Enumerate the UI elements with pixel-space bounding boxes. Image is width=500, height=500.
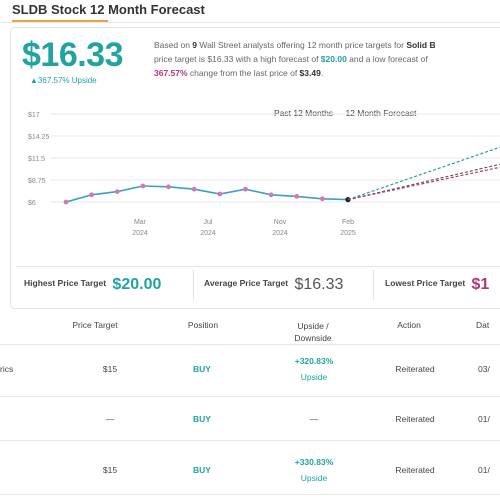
price-point xyxy=(114,189,120,194)
row-target: $15 xyxy=(102,465,118,475)
highest-target-label: Highest Price Target xyxy=(24,278,107,288)
title-rule xyxy=(0,22,500,23)
th-price-target: Price Target xyxy=(72,320,118,330)
y-tick-label: $8.75 xyxy=(28,178,46,185)
row-divider xyxy=(0,396,500,397)
average-target-label: Average Price Target xyxy=(204,278,289,288)
price-point xyxy=(89,192,95,198)
summary-text: . xyxy=(320,68,324,78)
title-underline xyxy=(12,20,108,23)
average-target-value: $16.33 xyxy=(294,276,344,293)
price-point xyxy=(191,186,197,192)
summary-text: Wall Street analysts offering 12 month p… xyxy=(197,40,407,50)
forecast-summary: Based on 9 Wall Street analysts offering… xyxy=(154,38,499,80)
row-action: Reiterated xyxy=(395,364,435,374)
lowest-target-label: Lowest Price Target xyxy=(385,278,466,288)
x-tick-label: Nov xyxy=(274,219,287,226)
y-tick-label: $11.5 xyxy=(28,156,45,163)
summary-text: price target is $16.33 with a high forec… xyxy=(154,54,321,64)
page-title: SLDB Stock 12 Month Forecast xyxy=(12,2,205,17)
row-action: Reiterated xyxy=(395,414,435,424)
x-tick-label: Mar xyxy=(134,219,147,226)
y-tick-label: $6 xyxy=(28,200,36,207)
average-target: Average Price Target $16.33 xyxy=(204,276,343,294)
price-point xyxy=(217,191,223,197)
divider xyxy=(193,270,194,300)
forecast-card xyxy=(10,27,500,309)
row-divider xyxy=(0,440,500,441)
row-date: 01/ xyxy=(478,465,490,475)
last-price-point xyxy=(345,197,351,203)
x-tick-label: 2024 xyxy=(200,230,216,237)
targets-bar xyxy=(16,266,500,305)
upside-badge: ▲367.57% Upside xyxy=(30,76,97,85)
x-tick-label: 2024 xyxy=(272,230,288,237)
past-price-line xyxy=(65,185,349,203)
row-upside-sub: Upside xyxy=(300,473,328,483)
x-tick-label: Feb xyxy=(342,219,354,226)
forecast-average-line xyxy=(347,163,500,201)
forecast-low-line xyxy=(347,166,500,201)
row-position: BUY xyxy=(193,364,211,374)
row-date: 03/ xyxy=(478,364,490,374)
summary-text: change from the last price of xyxy=(187,68,300,78)
summary-high: $20.00 xyxy=(320,54,347,64)
price-point xyxy=(63,199,69,205)
highest-target: Highest Price Target $20.00 xyxy=(24,276,161,294)
legend-forecast: 12 Month Forecast xyxy=(345,108,417,118)
row-action: Reiterated xyxy=(395,465,435,475)
row-upside-sub: Upside xyxy=(300,372,328,382)
row-position: BUY xyxy=(193,465,211,475)
x-tick-label: 2025 xyxy=(340,230,356,237)
lowest-target: Lowest Price Target $1 xyxy=(385,276,489,294)
chart-legend: Past 12 Months 12 Month Forecast xyxy=(274,108,426,118)
row-date: 01/ xyxy=(478,414,490,424)
analyst-name: rics xyxy=(0,364,14,374)
legend-past: Past 12 Months xyxy=(274,108,334,118)
th-action: Action xyxy=(397,320,421,330)
row-divider xyxy=(0,494,500,495)
highest-target-value: $20.00 xyxy=(112,276,162,293)
price-point xyxy=(243,186,248,192)
price-point xyxy=(294,194,300,199)
row-target: — xyxy=(105,414,115,424)
row-upside: +320.83% xyxy=(294,356,334,366)
row-upside: +330.83% xyxy=(294,457,334,467)
forecast-high-line xyxy=(347,146,500,201)
average-price: $16.33 xyxy=(22,36,124,74)
price-chart-svg: $17 $14.25 $11.5 $8.75 $6 Mar 2024 Jul 2024 Nov 20… xyxy=(28,112,500,237)
price-point xyxy=(166,184,171,190)
price-chart: $17 $14.25 $11.5 $8.75 $6 Mar 2024 Jul 2024 Nov 20… xyxy=(16,100,500,250)
summary-pct: 367.57% xyxy=(154,68,188,78)
row-target: $15 xyxy=(102,364,118,374)
summary-last-price: $3.49 xyxy=(299,68,321,78)
summary-text: Based on xyxy=(154,40,193,50)
summary-text: and a low forecast of xyxy=(346,54,428,64)
price-point xyxy=(268,192,274,198)
th-position: Position xyxy=(187,320,219,330)
y-tick-label: $17 xyxy=(28,112,40,119)
x-tick-label: Jul xyxy=(204,219,213,226)
y-tick-label: $14.25 xyxy=(28,134,50,141)
row-divider xyxy=(0,344,500,345)
divider xyxy=(373,270,374,300)
x-tick-label: 2024 xyxy=(132,230,148,237)
th-upside: Upside / Downside xyxy=(294,321,332,343)
row-upside: — xyxy=(309,414,319,424)
summary-analyst-count: 9 xyxy=(192,40,198,50)
row-position: BUY xyxy=(193,414,211,424)
summary-company: Solid B xyxy=(406,40,436,50)
lowest-target-value: $1 xyxy=(471,276,490,293)
price-point xyxy=(319,196,325,202)
th-date: Dat xyxy=(476,320,490,330)
price-point xyxy=(140,183,146,189)
